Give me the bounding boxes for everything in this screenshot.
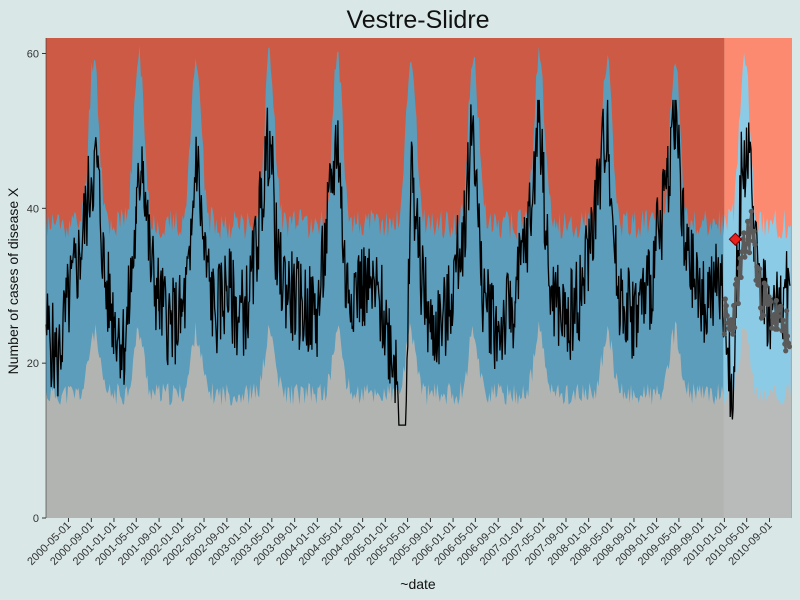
predicted-point	[778, 303, 784, 309]
predicted-point	[731, 302, 737, 309]
predicted-point	[784, 333, 791, 339]
predicted-point	[751, 228, 757, 234]
predicted-point	[727, 327, 733, 333]
predicted-point	[758, 305, 764, 311]
predicted-point	[779, 328, 785, 334]
predicted-point	[744, 241, 750, 247]
predicted-point	[783, 348, 789, 354]
predicted-point	[763, 283, 769, 289]
predicted-point	[753, 277, 759, 283]
predicted-point	[722, 296, 728, 302]
predicted-point	[742, 254, 748, 260]
y-axis-label: Number of cases of disease X	[5, 187, 21, 374]
predicted-point	[735, 300, 741, 307]
predicted-point	[771, 319, 777, 325]
x-axis: 2000-05-012000-09-012001-01-012001-05-01…	[25, 518, 775, 568]
predicted-point	[766, 294, 772, 300]
observed-line	[45, 99, 791, 426]
predicted-point	[752, 242, 758, 248]
low-zone-forecast	[723, 325, 791, 518]
predicted-point	[775, 313, 781, 319]
predicted-point	[739, 249, 745, 255]
y-tick-label: 0	[33, 513, 39, 525]
outbreak-marker	[728, 232, 743, 246]
predicted-point	[736, 265, 742, 271]
predicted-point	[780, 317, 786, 323]
predicted-point	[768, 299, 774, 305]
predicted-point	[747, 218, 754, 224]
predicted-point	[721, 331, 728, 337]
predicted-series	[721, 208, 793, 354]
y-tick-label: 60	[27, 48, 39, 60]
y-tick-label: 20	[27, 358, 39, 370]
predicted-point	[756, 282, 762, 288]
predicted-point	[757, 266, 763, 272]
predicted-point	[723, 303, 729, 309]
predicted-point	[748, 208, 754, 214]
predicted-point	[784, 308, 790, 314]
chart-title: Vestre-Slidre	[346, 6, 489, 34]
predicted-point	[738, 274, 744, 280]
predicted-point	[732, 325, 738, 331]
predicted-point	[728, 317, 734, 323]
predicted-point	[724, 313, 730, 319]
low-zone-history	[46, 321, 724, 518]
predicted-point	[786, 344, 793, 350]
predicted-point	[773, 297, 780, 304]
predicted-point	[746, 250, 753, 256]
predicted-point	[737, 255, 743, 261]
x-axis-label: ~date	[400, 576, 436, 592]
predicted-point	[774, 326, 780, 332]
predicted-point	[760, 312, 767, 318]
predicted-point	[734, 278, 741, 284]
predicted-point	[781, 323, 787, 329]
y-tick-label: 40	[27, 203, 39, 215]
y-axis: 0 20 40 60	[27, 38, 47, 525]
predicted-point	[740, 236, 746, 242]
predicted-point	[730, 331, 736, 337]
predicted-point	[741, 230, 747, 236]
plot-area	[45, 38, 793, 518]
